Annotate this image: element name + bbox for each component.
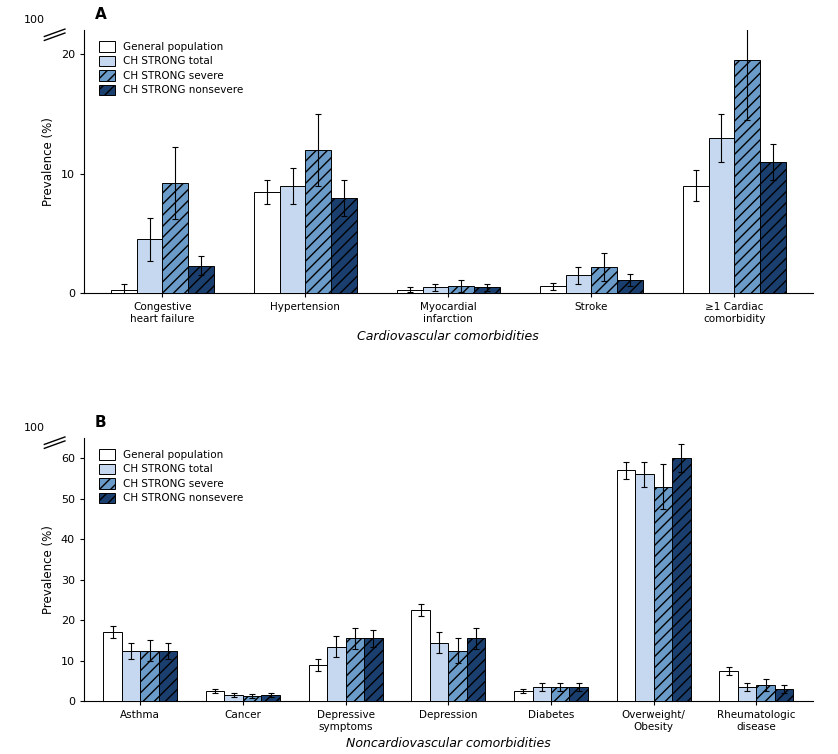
Bar	[331, 198, 357, 293]
Legend: General population, CH STRONG total, CH STRONG severe, CH STRONG nonsevere: General population, CH STRONG total, CH …	[96, 38, 246, 99]
Bar	[137, 240, 163, 293]
Bar	[683, 185, 708, 293]
Y-axis label: Prevalence (%): Prevalence (%)	[42, 526, 55, 614]
Bar	[708, 138, 734, 293]
Bar	[719, 671, 738, 701]
Bar	[672, 458, 691, 701]
Bar	[592, 267, 617, 293]
Bar	[254, 192, 280, 293]
Bar	[617, 470, 635, 701]
Bar	[760, 162, 786, 293]
Bar	[757, 685, 775, 701]
Bar	[738, 687, 757, 701]
Legend: General population, CH STRONG total, CH STRONG severe, CH STRONG nonsevere: General population, CH STRONG total, CH …	[96, 446, 246, 507]
Text: 100: 100	[24, 422, 45, 433]
Bar	[448, 651, 467, 701]
Bar	[654, 486, 672, 701]
Bar	[532, 687, 551, 701]
Text: B: B	[95, 415, 106, 430]
Bar	[474, 287, 499, 293]
Bar	[467, 639, 485, 701]
Bar	[308, 665, 327, 701]
Bar	[140, 651, 158, 701]
Bar	[122, 651, 140, 701]
Bar	[551, 687, 570, 701]
X-axis label: Noncardiovascular comorbidities: Noncardiovascular comorbidities	[346, 737, 551, 750]
Bar	[243, 697, 261, 701]
Bar	[365, 639, 383, 701]
Bar	[617, 280, 643, 293]
Bar	[540, 287, 566, 293]
Bar	[734, 60, 760, 293]
Text: A: A	[95, 7, 106, 22]
Bar	[514, 691, 532, 701]
Bar	[280, 185, 305, 293]
Bar	[158, 651, 178, 701]
Bar	[430, 642, 448, 701]
X-axis label: Cardiovascular comorbidities: Cardiovascular comorbidities	[358, 329, 539, 342]
Bar	[411, 610, 430, 701]
Bar	[397, 290, 422, 293]
Bar	[163, 183, 189, 293]
Text: 100: 100	[24, 14, 45, 25]
Bar	[261, 695, 280, 701]
Y-axis label: Prevalence (%): Prevalence (%)	[42, 118, 55, 206]
Bar	[189, 266, 214, 293]
Bar	[422, 287, 448, 293]
Bar	[225, 695, 243, 701]
Bar	[206, 691, 225, 701]
Bar	[635, 474, 654, 701]
Bar	[327, 647, 345, 701]
Bar	[103, 633, 122, 701]
Bar	[775, 689, 794, 701]
Bar	[566, 275, 592, 293]
Bar	[305, 150, 331, 293]
Bar	[448, 287, 474, 293]
Bar	[570, 687, 588, 701]
Bar	[111, 290, 137, 293]
Bar	[345, 639, 365, 701]
